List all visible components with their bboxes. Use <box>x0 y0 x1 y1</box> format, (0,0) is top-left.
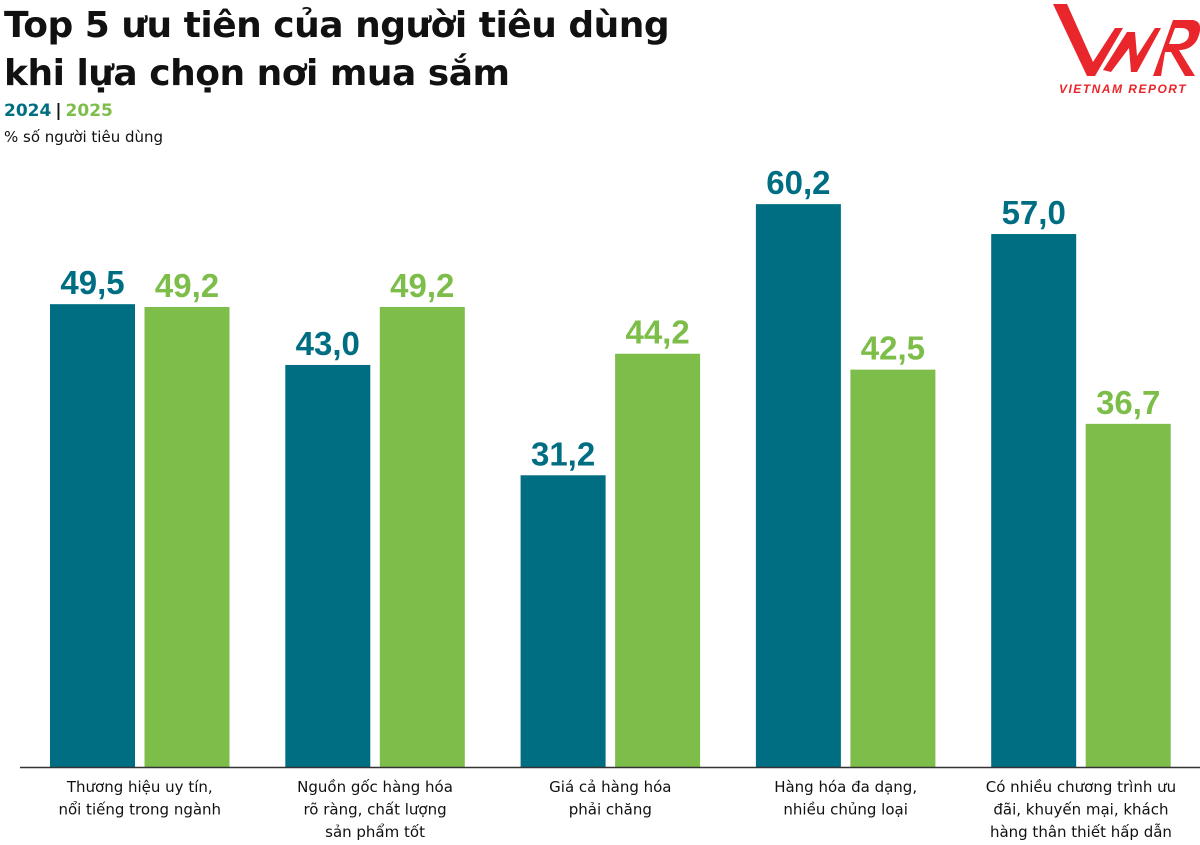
data-label: 31,2 <box>531 435 595 472</box>
category-label: nổi tiếng trong ngành <box>58 801 221 819</box>
bar-2025 <box>1085 423 1171 767</box>
category-label: phải chăng <box>569 801 652 819</box>
bar-2024 <box>285 364 371 767</box>
category-label: Hàng hóa đa dạng, <box>774 778 917 796</box>
legend-2024: 2024 <box>4 101 52 121</box>
category-label: Giá cả hàng hóa <box>549 778 671 796</box>
data-label: 36,7 <box>1096 384 1160 421</box>
legend-separator: | <box>55 101 62 121</box>
bar-2024 <box>991 234 1077 768</box>
vnr-logo: VIETNAM REPORT <box>1053 4 1200 96</box>
category-label: hàng thân thiết hấp dẫn <box>990 823 1172 841</box>
category-label: đãi, khuyến mại, khách <box>993 801 1168 819</box>
category-label: Thương hiệu uy tín, <box>66 778 213 796</box>
data-label: 43,0 <box>296 325 360 362</box>
unit-label: % số người tiêu dùng <box>4 128 164 146</box>
bar-2025 <box>379 306 465 767</box>
chart-title: Top 5 ưu tiên của người tiêu dùng khi lự… <box>4 2 670 98</box>
data-label: 60,2 <box>766 164 830 201</box>
category-label: rõ ràng, chất lượng <box>303 801 446 819</box>
bar-2024 <box>520 475 606 767</box>
category-label: nhiều chủng loại <box>783 801 907 819</box>
svg-text:VIETNAM REPORT: VIETNAM REPORT <box>1059 82 1187 96</box>
category-label: Có nhiều chương trình ưu <box>986 778 1176 796</box>
legend: 2024 | 2025 <box>4 101 113 121</box>
data-label: 49,2 <box>390 267 454 304</box>
data-label: 42,5 <box>861 330 925 367</box>
data-label: 57,0 <box>1002 194 1066 231</box>
category-label: sản phẩm tốt <box>325 823 425 841</box>
data-label: 44,2 <box>625 314 689 351</box>
bar-2024 <box>50 304 135 767</box>
data-label: 49,5 <box>60 264 124 301</box>
bar-2025 <box>615 353 701 767</box>
title-line: khi lựa chọn nơi mua sắm <box>4 53 510 94</box>
bar-2024 <box>755 204 841 767</box>
title-line: Top 5 ưu tiên của người tiêu dùng <box>4 5 670 46</box>
bar-2025 <box>850 369 936 767</box>
data-label: 49,2 <box>155 267 219 304</box>
bar-2025 <box>144 306 230 767</box>
category-label: Nguồn gốc hàng hóa <box>297 778 453 796</box>
legend-2025: 2025 <box>65 101 113 121</box>
